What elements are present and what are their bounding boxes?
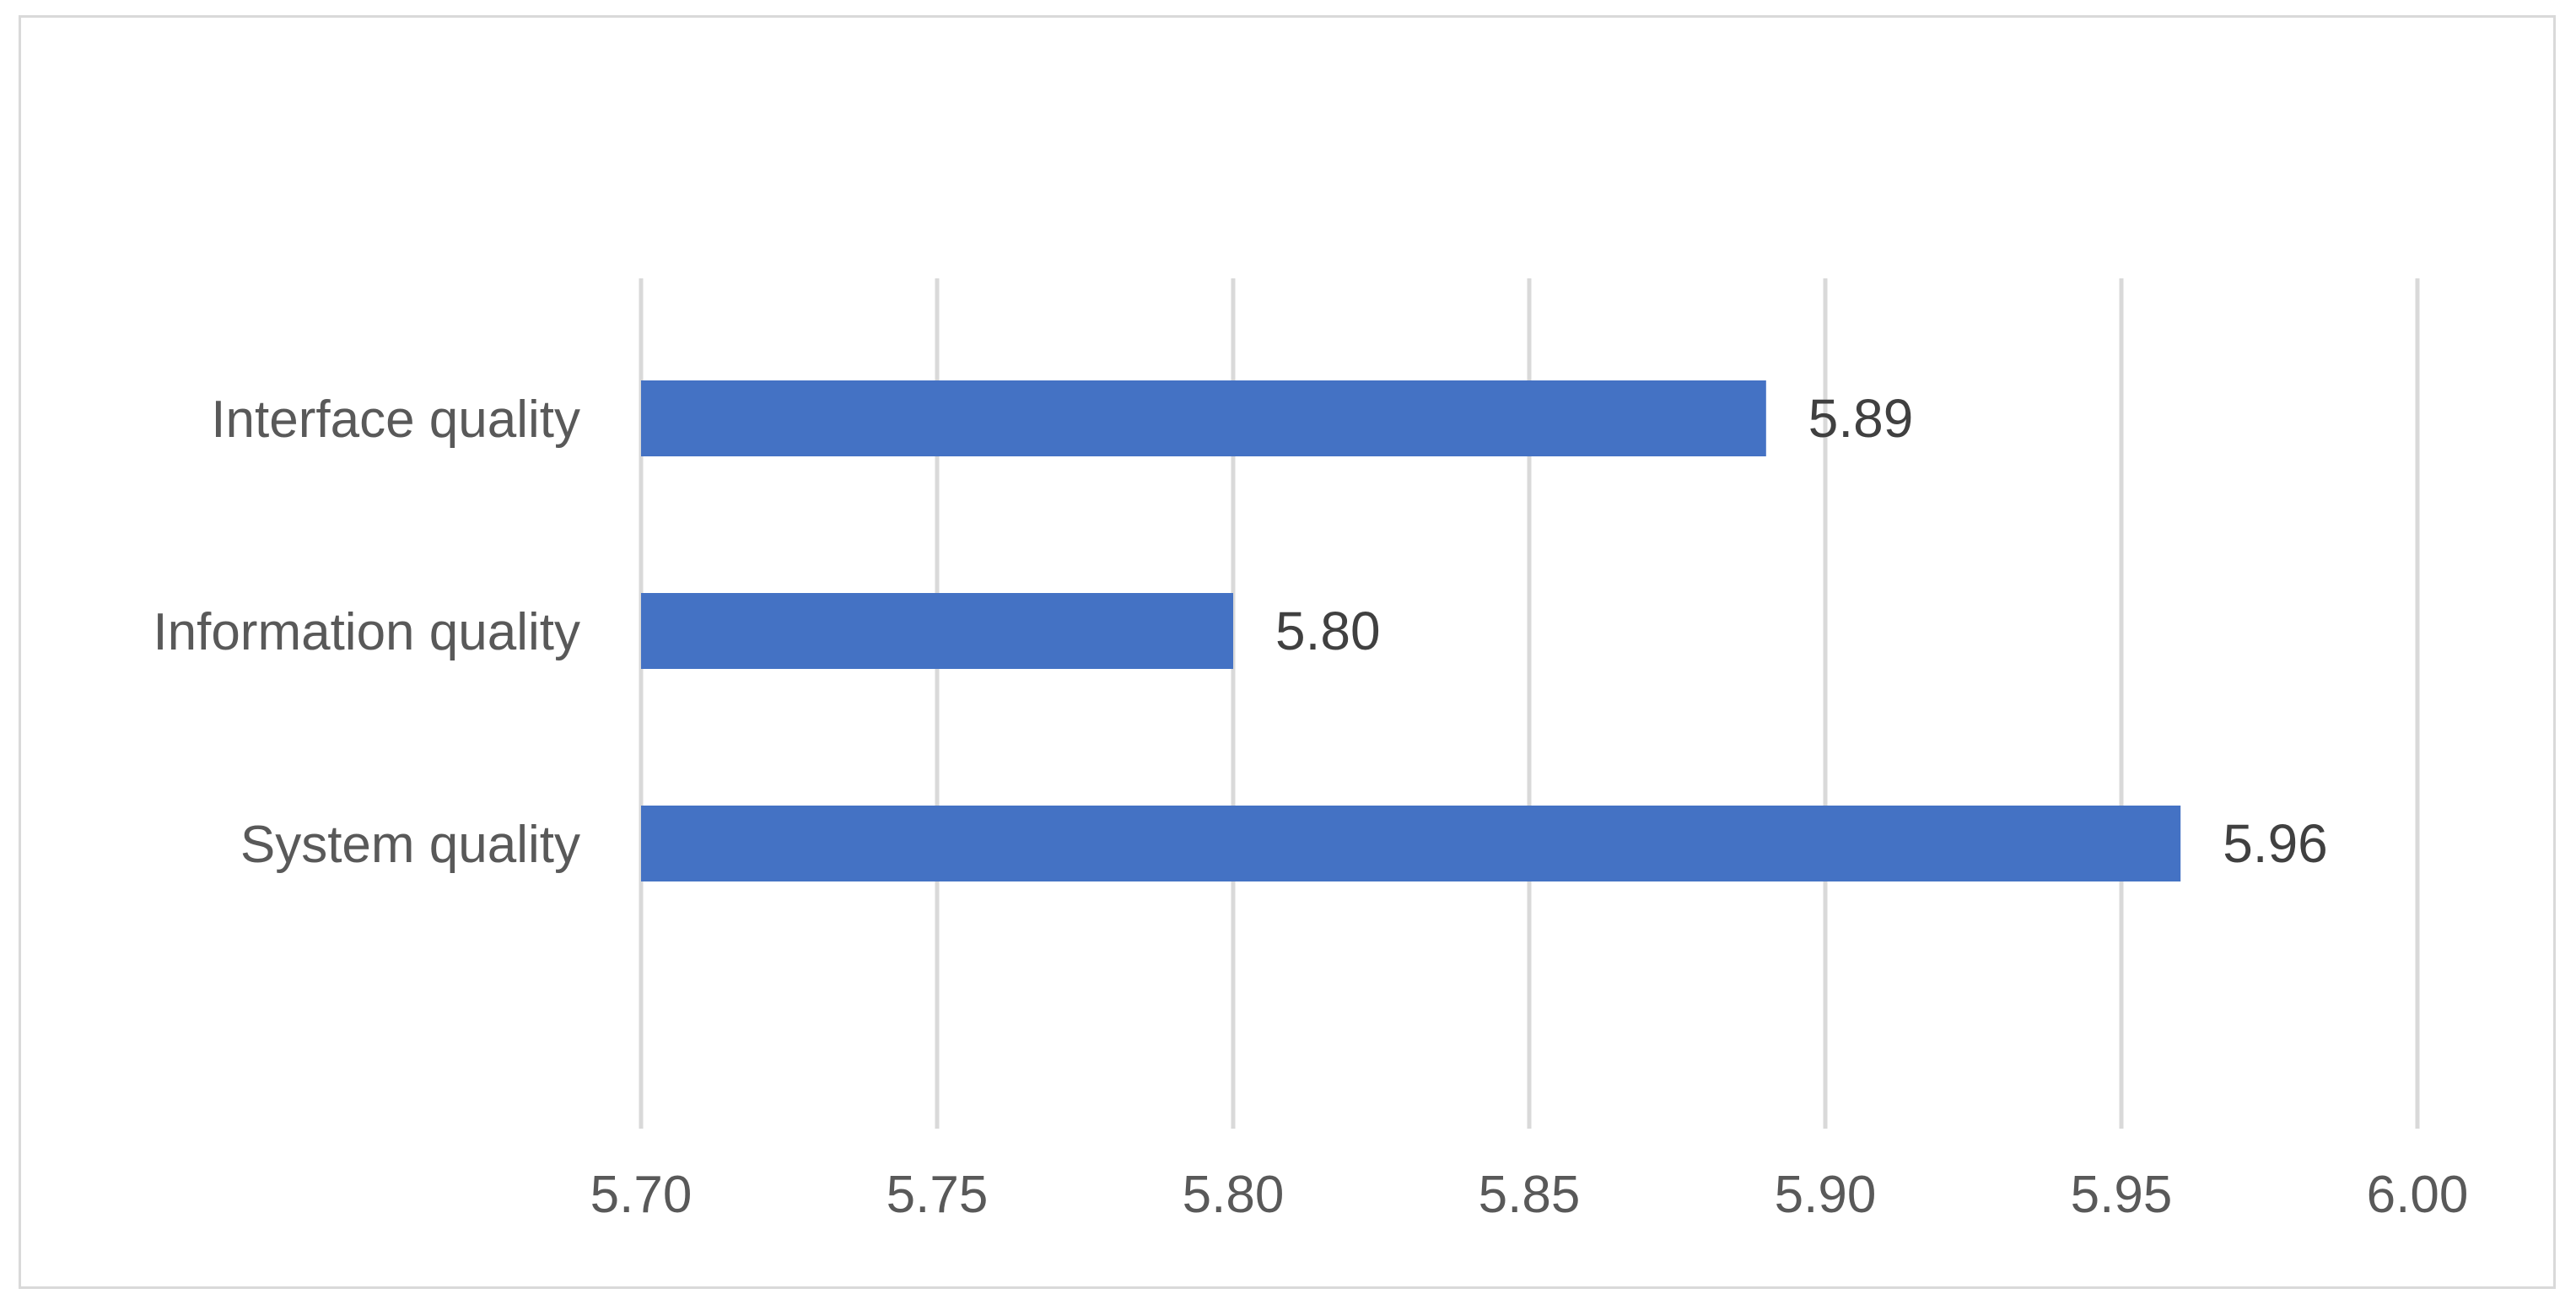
x-tick-label: 5.75 xyxy=(887,1166,989,1224)
bar xyxy=(641,593,1233,669)
x-tick-labels: 5.70 5.75 5.80 5.85 5.90 5.95 6.00 xyxy=(590,1166,2469,1224)
bar xyxy=(641,380,1766,456)
category-label: System quality xyxy=(240,816,580,874)
x-tick-label: 5.80 xyxy=(1183,1166,1285,1224)
x-tick-label: 5.85 xyxy=(1479,1166,1581,1224)
data-label: 5.80 xyxy=(1275,601,1381,661)
category-label: Interface quality xyxy=(211,391,580,449)
x-tick-label: 5.95 xyxy=(2071,1166,2173,1224)
x-tick-label: 6.00 xyxy=(2367,1166,2469,1224)
data-labels: 5.89 5.80 5.96 xyxy=(1275,388,2328,874)
x-tick-label: 5.90 xyxy=(1775,1166,1877,1224)
category-labels: Interface quality Information quality Syst… xyxy=(153,391,580,874)
category-label: Information quality xyxy=(153,603,580,661)
bar xyxy=(641,806,2181,881)
data-label: 5.96 xyxy=(2223,813,2328,874)
x-tick-label: 5.70 xyxy=(590,1166,693,1224)
chart-frame xyxy=(19,15,2556,1289)
bars xyxy=(641,380,2181,881)
data-label: 5.89 xyxy=(1808,388,1914,449)
